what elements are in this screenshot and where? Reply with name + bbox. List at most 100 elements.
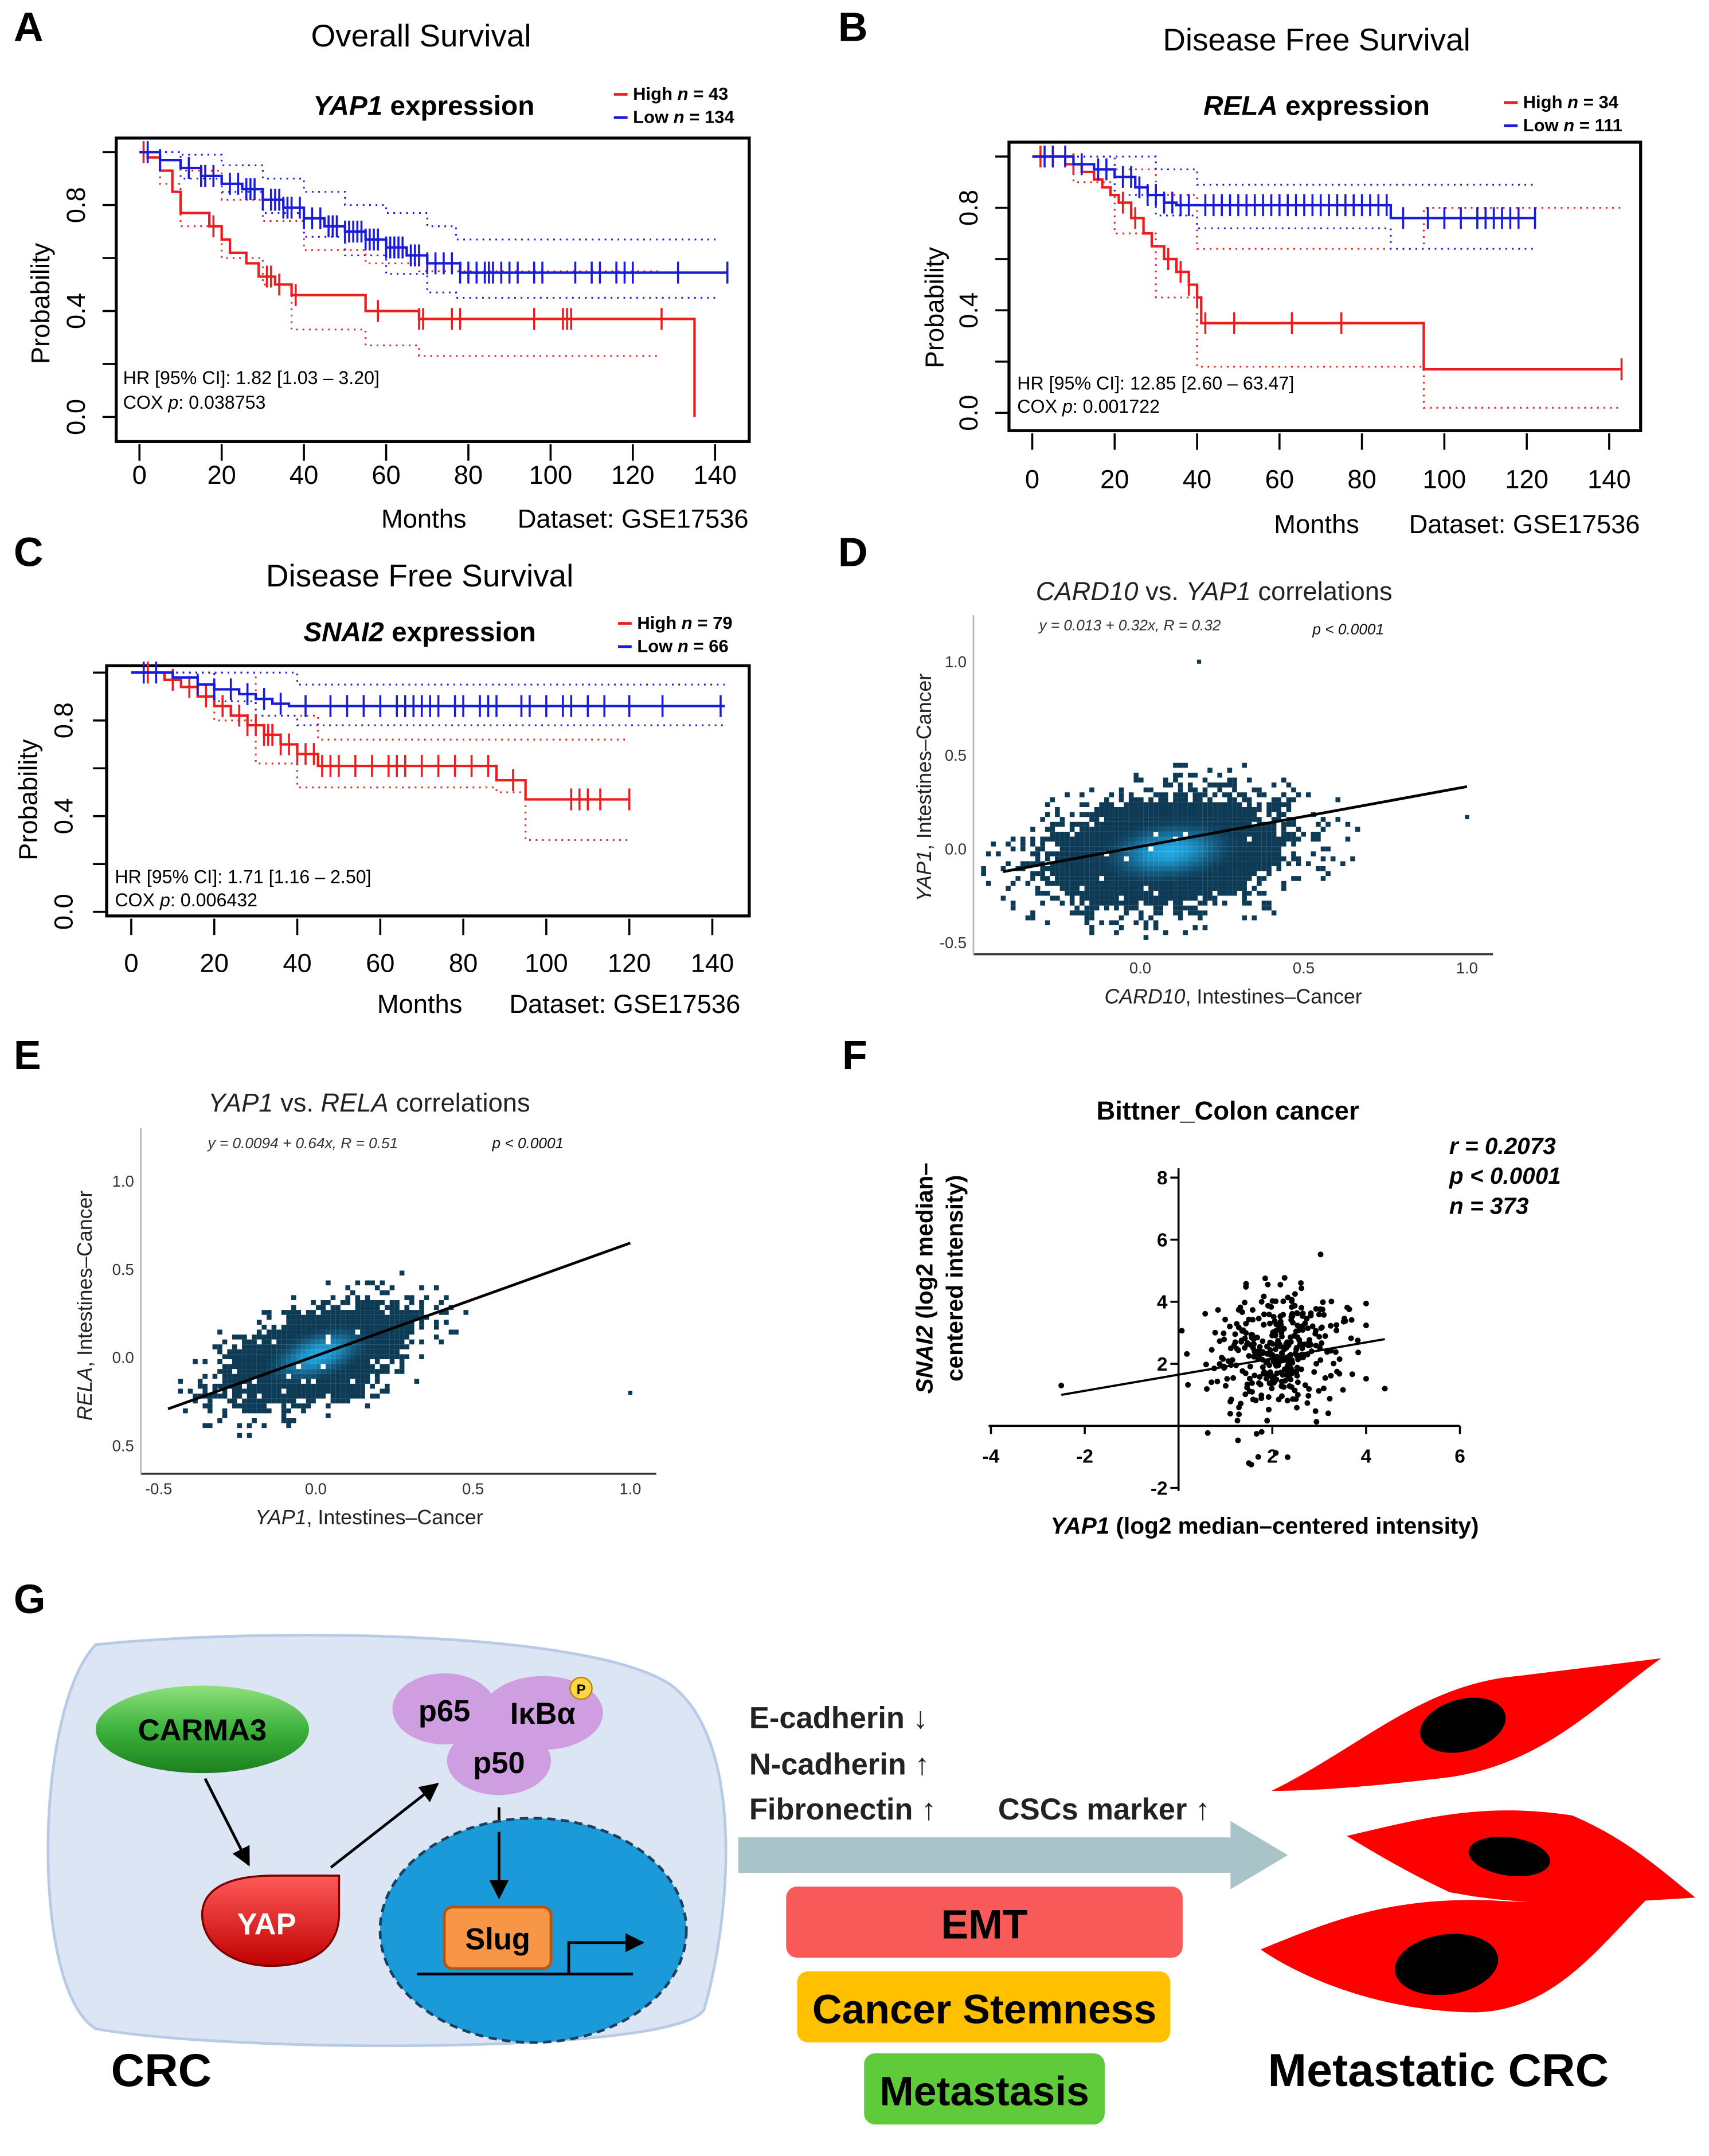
density-cell — [389, 1359, 395, 1364]
density-cell — [1237, 831, 1242, 837]
data-point — [1234, 1321, 1240, 1327]
density-cell — [1133, 881, 1139, 886]
density-cell — [1065, 831, 1070, 837]
density-cell — [286, 1359, 291, 1364]
data-point — [1299, 1285, 1305, 1292]
data-point — [1239, 1309, 1245, 1315]
density-cell — [1212, 856, 1218, 862]
density-cell — [202, 1403, 208, 1408]
chart-title: Bittner_Colon cancer — [1096, 1096, 1359, 1125]
density-cell — [1271, 821, 1277, 827]
data-point — [1270, 1314, 1277, 1320]
density-cell — [1153, 910, 1159, 915]
density-cell — [1128, 895, 1134, 901]
density-cell — [1237, 807, 1242, 812]
data-point — [1327, 1395, 1333, 1402]
density-cell — [1163, 871, 1168, 877]
density-cell — [247, 1339, 252, 1345]
density-cell — [1266, 842, 1272, 847]
density-cell — [1065, 861, 1070, 867]
density-cell — [1074, 886, 1080, 891]
data-point — [1309, 1323, 1316, 1329]
density-cell — [340, 1324, 346, 1330]
density-cell — [985, 881, 991, 886]
density-cell — [1198, 910, 1203, 915]
density-cell — [1207, 895, 1213, 901]
data-point — [1302, 1320, 1308, 1327]
density-cell — [399, 1339, 405, 1345]
density-cell — [261, 1408, 267, 1414]
density-cell — [1246, 797, 1252, 803]
density-cell — [1080, 827, 1085, 832]
density-cell — [1128, 851, 1134, 856]
density-cell — [1139, 861, 1144, 867]
metastasis-label: Metastasis — [879, 2069, 1089, 2115]
density-cell — [261, 1364, 267, 1369]
density-cell — [1040, 871, 1045, 877]
density-cell — [1320, 817, 1326, 822]
density-cell — [374, 1379, 380, 1384]
density-cell — [340, 1398, 346, 1404]
density-cell — [320, 1388, 326, 1394]
density-cell — [1104, 856, 1109, 862]
y-tick-label: 0.5 — [945, 746, 967, 764]
data-point — [1288, 1314, 1295, 1320]
x-tick-label: 4 — [1361, 1446, 1372, 1468]
legend-count: 34 — [1598, 92, 1618, 112]
x-tick-label: 120 — [608, 949, 651, 978]
density-cell — [1335, 797, 1341, 803]
density-cell — [1217, 782, 1223, 788]
density-cell — [1187, 821, 1193, 827]
legend-label: High — [637, 613, 676, 633]
density-cell — [404, 1310, 410, 1315]
density-cell — [1158, 831, 1163, 837]
x-tick-label: 120 — [1505, 464, 1548, 494]
density-cell — [1178, 846, 1183, 852]
density-cell — [365, 1374, 370, 1379]
ci-upper-low — [131, 671, 725, 686]
density-cell — [1192, 910, 1198, 915]
dataset-label: Dataset: GSE17536 — [1409, 510, 1640, 539]
yap-label: YAP — [237, 1908, 296, 1941]
density-cell — [1246, 856, 1252, 862]
density-cell — [1119, 881, 1124, 886]
y-axis-label: Probability — [26, 242, 55, 364]
density-cell — [1212, 817, 1218, 822]
density-cell — [385, 1324, 390, 1330]
density-cell — [345, 1335, 350, 1340]
density-cell — [306, 1388, 311, 1394]
density-cell — [1276, 846, 1282, 852]
density-cell — [256, 1379, 262, 1384]
density-cell — [1119, 861, 1124, 867]
density-cell — [1227, 842, 1233, 847]
density-cell — [301, 1388, 306, 1394]
density-cell — [1094, 881, 1100, 886]
density-cell — [1237, 866, 1242, 871]
density-cell — [326, 1388, 331, 1394]
density-cell — [374, 1359, 380, 1364]
gene-name: SNAI2 — [303, 617, 384, 647]
density-cell — [1202, 836, 1208, 842]
density-cell — [1148, 856, 1153, 862]
density-cell — [1173, 905, 1178, 911]
density-cell — [1099, 827, 1104, 832]
density-cell — [261, 1335, 267, 1340]
density-cell — [1212, 846, 1218, 852]
density-cell — [256, 1320, 262, 1325]
slug-label: Slug — [465, 1923, 530, 1957]
density-cell — [1119, 856, 1124, 862]
density-cell — [1168, 827, 1174, 832]
density-cell — [380, 1300, 385, 1305]
density-cell — [1104, 861, 1109, 867]
density-cell — [1198, 842, 1203, 847]
density-cell — [1345, 821, 1351, 827]
density-cell — [355, 1369, 361, 1374]
density-cell — [1084, 920, 1090, 926]
density-cell — [419, 1300, 424, 1305]
regression-equation: y = 0.0094 + 0.64x, R = 0.51 — [206, 1134, 398, 1152]
density-cell — [261, 1379, 267, 1384]
density-cell — [1153, 792, 1159, 797]
density-cell — [1217, 871, 1223, 877]
x-tick-label: 120 — [611, 460, 655, 490]
density-cell — [1281, 831, 1286, 837]
